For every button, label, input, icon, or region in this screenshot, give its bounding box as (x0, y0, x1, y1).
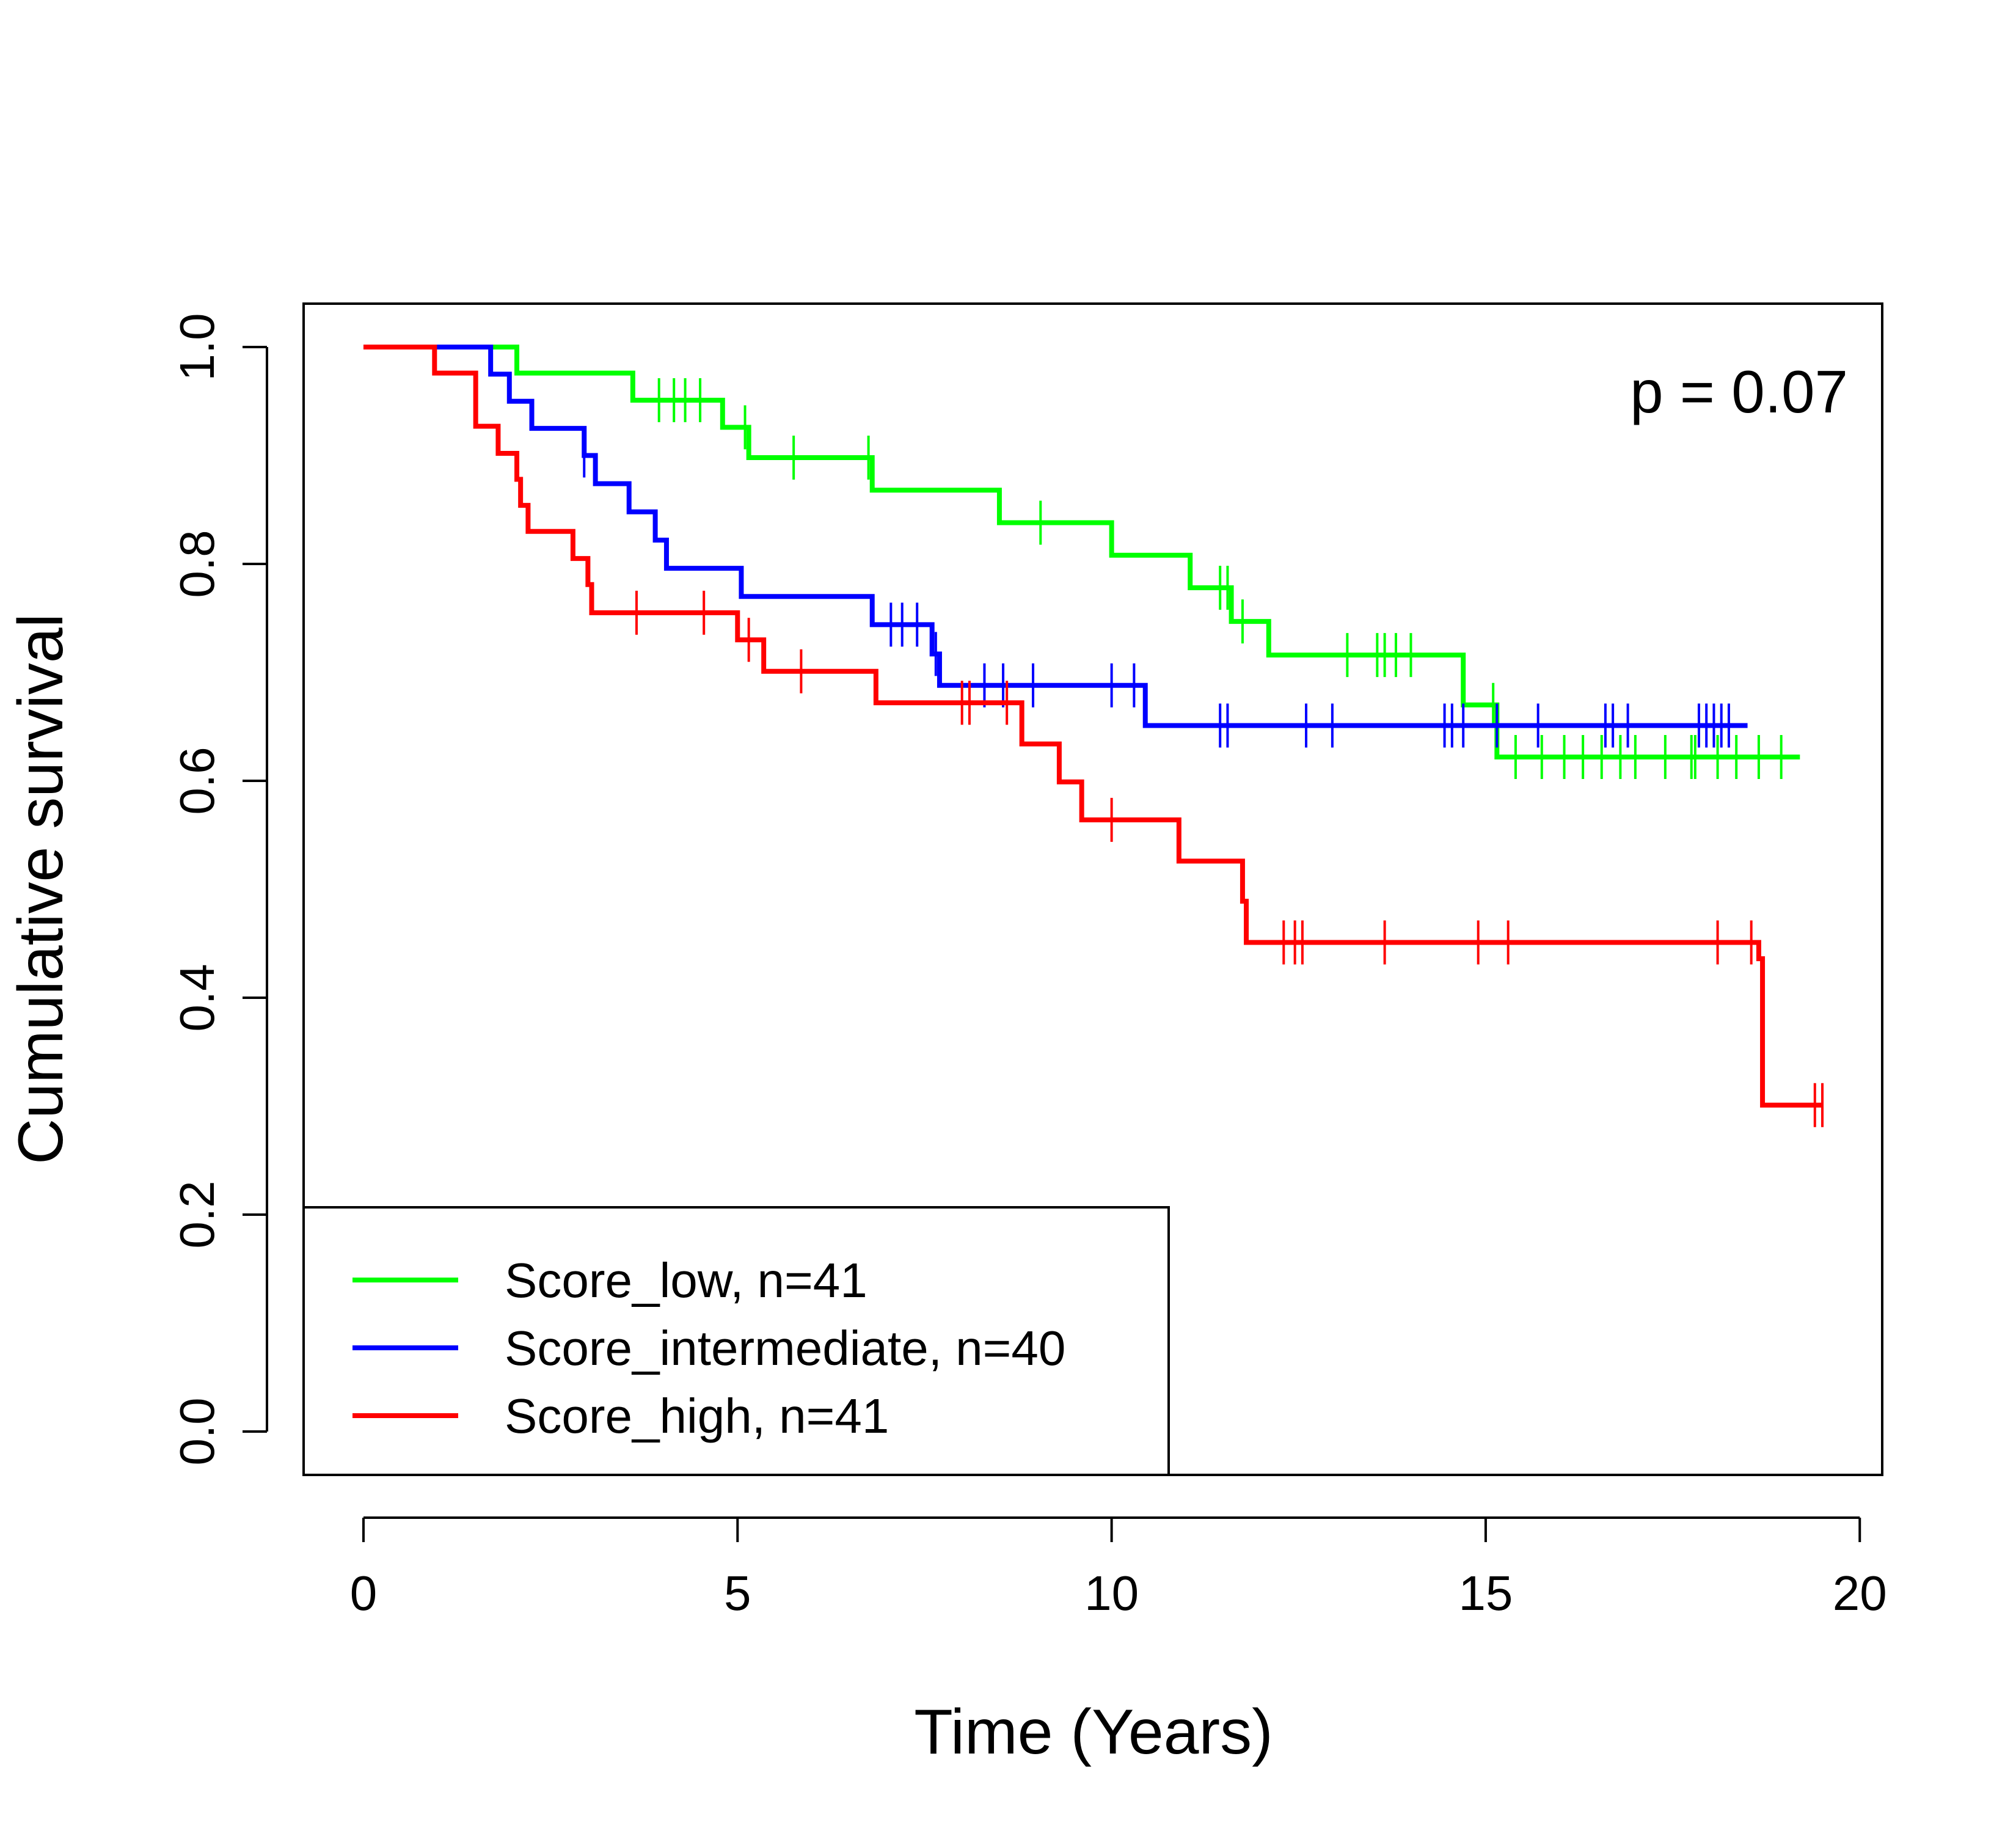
series-layer (363, 345, 1824, 1127)
series-group (363, 345, 1800, 779)
series-group (363, 345, 1824, 1127)
y-tick-label: 0.0 (170, 1397, 224, 1465)
series-group (363, 345, 1748, 748)
x-axis-title: Time (Years) (914, 1697, 1273, 1768)
x-tick-label: 5 (724, 1566, 751, 1620)
p-value-annotation: p = 0.07 (1630, 358, 1848, 425)
y-tick-label: 0.2 (170, 1180, 224, 1248)
x-tick-label: 10 (1084, 1566, 1139, 1620)
x-tick-label: 20 (1833, 1566, 1887, 1620)
y-axis: 0.0 0.2 0.4 0.6 0.8 1.0 (170, 313, 268, 1466)
y-tick-label: 0.8 (170, 530, 224, 598)
survival-curve (363, 345, 1800, 759)
x-axis: 0 5 10 15 20 (350, 1516, 1887, 1620)
y-tick-label: 0.6 (170, 747, 224, 814)
legend-label: Score_high, n=41 (505, 1389, 889, 1443)
legend-label: Score_intermediate, n=40 (505, 1321, 1065, 1375)
survival-curve (363, 345, 1823, 1108)
y-axis-title: Cumulative survival (5, 613, 76, 1165)
x-tick-label: 0 (350, 1566, 378, 1620)
legend-box (302, 1206, 1170, 1476)
y-tick-label: 1.0 (170, 313, 224, 381)
x-tick-label: 15 (1458, 1566, 1513, 1620)
legend: Score_low, n=41 Score_intermediate, n=40 S… (302, 1206, 1170, 1476)
y-tick-label: 0.4 (170, 964, 224, 1031)
legend-label: Score_low, n=41 (505, 1253, 867, 1308)
